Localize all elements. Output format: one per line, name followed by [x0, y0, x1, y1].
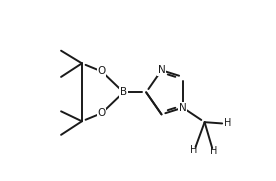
Text: O: O — [98, 108, 106, 118]
Text: O: O — [98, 66, 106, 77]
Text: H: H — [210, 146, 217, 156]
Text: N: N — [179, 103, 187, 113]
Text: N: N — [158, 65, 165, 75]
Text: H: H — [190, 145, 197, 155]
Text: B: B — [120, 87, 127, 97]
Text: H: H — [224, 117, 231, 128]
